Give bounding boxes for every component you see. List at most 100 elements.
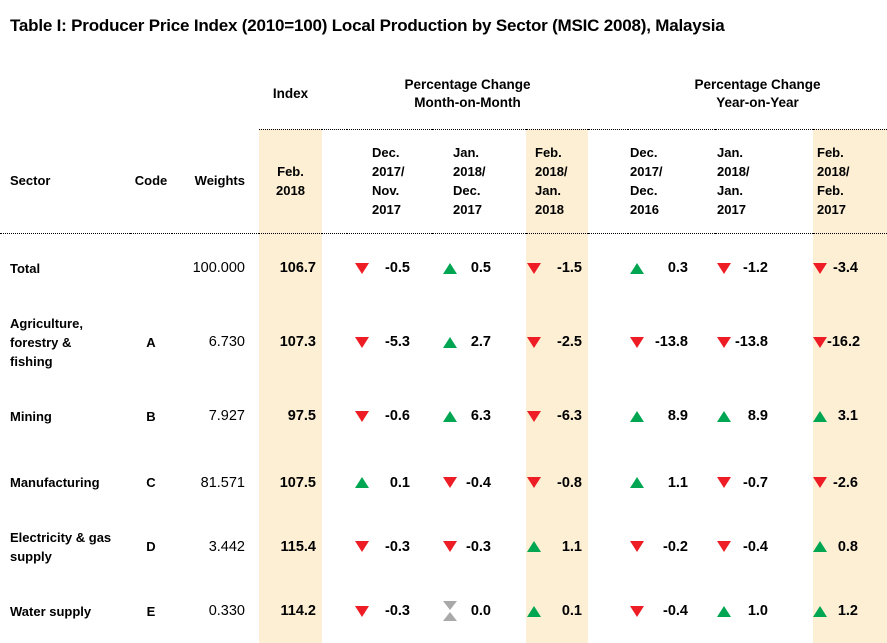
trend-arrow-icon [717, 477, 731, 488]
trend-arrow-icon [443, 601, 457, 621]
yoy-period-header-2: Jan. 2018/ Jan. 2017 [715, 129, 813, 234]
mom-change-cell: -0.4 [432, 451, 526, 514]
trend-arrow-icon [443, 477, 457, 488]
trend-arrow-icon [630, 477, 644, 488]
yoy-change-cell: -0.4 [715, 514, 813, 579]
index-cell: 97.5 [259, 381, 322, 451]
sector-cell: Electricity & gas supply [10, 529, 112, 564]
sector-cell: Manufacturing [10, 475, 100, 490]
mom-change-cell: 0.5 [432, 233, 526, 303]
trend-arrow-icon [813, 336, 827, 348]
ppi-table: Index Percentage Change Month-on-Month P… [0, 60, 887, 643]
trend-arrow-icon [527, 262, 541, 274]
change-value: 0.5 [470, 260, 491, 277]
yoy-change-cell: -2.6 [813, 451, 887, 514]
change-value: -6.3 [557, 408, 582, 424]
trend-arrow-icon [355, 541, 369, 552]
mom-change-cell: -0.3 [347, 579, 432, 643]
mom-change-cell: -1.5 [526, 233, 588, 303]
change-value: 8.9 [667, 408, 688, 424]
yoy-change-cell: -0.7 [715, 451, 813, 514]
mom-group-header: Percentage Change Month-on-Month [347, 60, 588, 130]
change-value: -5.3 [385, 334, 410, 350]
change-value: 6.3 [470, 408, 491, 424]
trend-arrow-icon [355, 605, 369, 617]
change-value: 0.0 [470, 603, 491, 619]
yoy-period-header-1: Dec. 2017/ Dec. 2016 [628, 129, 715, 234]
table-row-water: Water supply E 0.330 114.2 -0.3 0.0 0.1 … [0, 579, 887, 643]
trend-arrow-icon [443, 410, 457, 422]
trend-arrow-icon [717, 541, 731, 552]
trend-arrow-icon [630, 541, 644, 552]
mom-change-cell: -6.3 [526, 381, 588, 451]
table-row-manufacturing: Manufacturing C 81.571 107.5 0.1 -0.4 -0… [0, 451, 887, 514]
code-cell: C [146, 475, 156, 490]
change-value: -16.2 [827, 334, 861, 350]
change-value: 1.1 [561, 538, 582, 555]
yoy-change-cell: 8.9 [628, 381, 715, 451]
trend-arrow-icon [813, 477, 827, 488]
yoy-period-header-3: Feb. 2018/ Feb. 2017 [813, 129, 887, 234]
trend-arrow-icon [443, 262, 457, 274]
index-period-header: Feb. 2018 [259, 129, 322, 234]
trend-arrow-icon [717, 410, 731, 422]
change-value: -3.4 [833, 260, 858, 277]
trend-arrow-icon [355, 477, 369, 488]
mom-change-cell: -0.5 [347, 233, 432, 303]
change-value: -1.2 [743, 260, 768, 277]
change-value: -0.8 [557, 474, 582, 491]
change-value: 0.1 [389, 474, 410, 491]
trend-arrow-icon [813, 605, 827, 617]
mom-period-header-2: Jan. 2018/ Dec. 2017 [432, 129, 526, 234]
weights-cell: 6.730 [208, 334, 245, 350]
trend-arrow-icon [355, 410, 369, 422]
sector-column-header: Sector [0, 129, 130, 234]
weights-cell: 0.330 [208, 603, 245, 619]
change-value: 3.1 [837, 408, 858, 424]
weights-column-header: Weights [172, 129, 259, 234]
change-value: -0.6 [385, 408, 410, 424]
weights-cell: 81.571 [200, 474, 245, 491]
mom-period-header-1: Dec. 2017/ Nov. 2017 [347, 129, 432, 234]
mom-change-cell: 0.0 [432, 579, 526, 643]
change-value: -0.3 [385, 603, 410, 619]
weights-cell: 7.927 [208, 408, 245, 424]
sector-cell: Mining [10, 408, 52, 424]
code-column-header: Code [130, 129, 172, 234]
change-value: 1.0 [747, 603, 768, 619]
trend-arrow-icon [717, 605, 731, 617]
group-header-spacer [0, 60, 259, 129]
mom-change-cell: -0.8 [526, 451, 588, 514]
yoy-change-cell: 1.0 [715, 579, 813, 643]
change-value: 1.1 [667, 474, 688, 491]
change-value: -13.8 [734, 334, 768, 350]
change-value: -2.6 [833, 474, 858, 491]
change-value: -13.8 [654, 334, 688, 350]
trend-arrow-icon [813, 262, 827, 274]
change-value: -0.3 [385, 538, 410, 555]
weights-cell: 100.000 [192, 260, 245, 277]
trend-arrow-icon [813, 410, 827, 422]
code-cell [130, 233, 172, 303]
yoy-change-cell: -16.2 [813, 303, 887, 381]
mom-change-cell: -0.3 [347, 514, 432, 579]
group-header-row: Index Percentage Change Month-on-Month P… [0, 60, 887, 130]
table-row-electricity: Electricity & gas supply D 3.442 115.4 -… [0, 514, 887, 579]
mom-change-cell: -0.3 [432, 514, 526, 579]
code-cell: B [146, 408, 156, 424]
mom-change-cell: 1.1 [526, 514, 588, 579]
trend-arrow-icon [355, 336, 369, 348]
yoy-change-cell: -0.4 [628, 579, 715, 643]
change-value: -0.5 [385, 260, 410, 277]
mom-change-cell: -0.6 [347, 381, 432, 451]
change-value: 0.3 [667, 260, 688, 277]
change-value: -0.4 [743, 538, 768, 555]
index-cell: 115.4 [259, 514, 322, 579]
change-value: 0.1 [561, 603, 582, 619]
mom-change-cell: 2.7 [432, 303, 526, 381]
trend-arrow-icon [630, 410, 644, 422]
change-value: 1.2 [837, 603, 858, 619]
trend-arrow-icon [813, 541, 827, 552]
index-cell: 107.3 [259, 303, 322, 381]
change-value: 8.9 [747, 408, 768, 424]
